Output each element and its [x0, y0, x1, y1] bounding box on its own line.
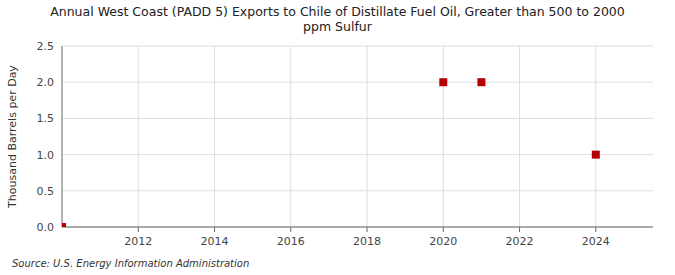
chart-container: Annual West Coast (PADD 5) Exports to Ch… [0, 0, 675, 275]
x-tick [595, 227, 596, 232]
y-tick-label: 2.5 [37, 40, 55, 53]
x-tick-label: 2012 [124, 235, 152, 248]
x-tick [290, 227, 291, 232]
x-grid-line [443, 46, 444, 227]
y-tick-label: 1.5 [37, 112, 55, 125]
x-tick-label: 2016 [277, 235, 305, 248]
x-grid-line [214, 46, 215, 227]
x-tick [138, 227, 139, 232]
x-tick [519, 227, 520, 232]
x-tick-label: 2024 [582, 235, 610, 248]
chart: Annual West Coast (PADD 5) Exports to Ch… [0, 0, 675, 275]
source: Source: U.S. Energy Information Administ… [12, 258, 249, 269]
y-grid-line [62, 227, 653, 228]
point [592, 151, 600, 159]
y-grid-line [62, 46, 653, 47]
points [62, 78, 600, 227]
point [439, 78, 447, 86]
y-tick-label: 1.0 [37, 149, 55, 162]
x-tick-label: 2020 [429, 235, 457, 248]
x-axis-line [62, 227, 653, 228]
title: Annual West Coast (PADD 5) Exports to Ch… [50, 4, 625, 34]
point [477, 78, 485, 86]
y-grid-line [62, 190, 653, 191]
grid [62, 46, 653, 227]
x-grid-line [595, 46, 596, 227]
y-tick-label: 0.5 [37, 185, 55, 198]
x-grid-line [367, 46, 368, 227]
y-tick-label: 0.0 [37, 221, 55, 234]
x-grid-line [138, 46, 139, 227]
x-tick [367, 227, 368, 232]
y-grid-line [62, 154, 653, 155]
y-grid-line [62, 82, 653, 83]
x-grid-line [519, 46, 520, 227]
x-tick [443, 227, 444, 232]
x-grid-line [290, 46, 291, 227]
point [62, 223, 66, 227]
x-tick-label: 2018 [353, 235, 381, 248]
y-axis-label: Thousand Barrels per Day [6, 65, 19, 209]
x-tick-label: 2022 [506, 235, 534, 248]
y-grid-line [62, 118, 653, 119]
x-tick [214, 227, 215, 232]
y-axis-line [62, 46, 63, 227]
y-tick-label: 2.0 [37, 76, 55, 89]
axes: 0.0 0.5 1.0 1.5 2.0 2.5 2012 2014 2016 2018 2020 20… [37, 40, 654, 248]
x-tick-label: 2014 [201, 235, 229, 248]
